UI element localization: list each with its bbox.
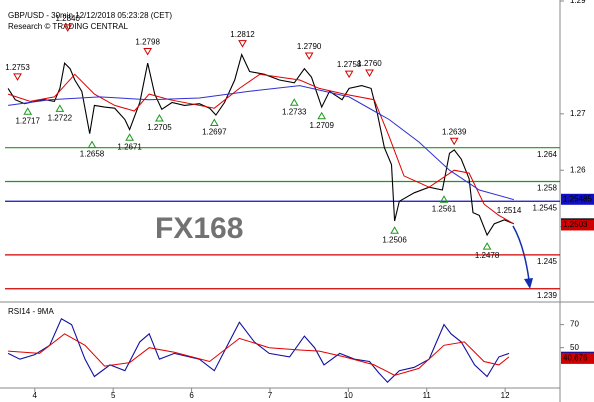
x-tick-label: 6 <box>189 391 194 400</box>
annotation-label: 1.2705 <box>147 123 172 132</box>
annotation-label: 1.2561 <box>432 204 457 213</box>
annotation-label: 1.2812 <box>230 30 255 39</box>
annotation-label: 1.2798 <box>135 38 160 47</box>
annotation-label: 1.2658 <box>80 150 105 159</box>
watermark: FX168 <box>155 212 243 245</box>
annotation-label: 1.2506 <box>382 235 407 244</box>
annotation-label: 1.2478 <box>475 251 500 260</box>
annotation-label: 1.2697 <box>202 128 227 137</box>
series-line <box>8 85 514 201</box>
level-label: 1.258 <box>537 184 558 193</box>
y-tick-label: 70 <box>570 320 579 329</box>
y-tick-label: 1.29 <box>570 0 586 5</box>
annotation-label: 1.2790 <box>297 42 322 51</box>
series-line <box>8 333 510 376</box>
trough-marker <box>317 111 327 120</box>
panel-title: RSI14 - 9MA <box>8 307 54 316</box>
level-label: 1.264 <box>537 150 558 159</box>
trough-marker <box>209 118 219 127</box>
price-tag-label: 1.2503 <box>563 220 588 229</box>
trough-marker <box>55 104 65 112</box>
trough-marker <box>155 114 164 122</box>
trough-marker <box>439 195 449 203</box>
chart-subtitle: Research © TRADING CENTRAL <box>8 22 129 31</box>
peak-marker <box>304 52 314 61</box>
peak-marker <box>63 24 73 32</box>
price-tag <box>561 219 594 231</box>
x-tick-label: 12 <box>501 391 510 400</box>
annotation-label: 1.2758 <box>337 60 362 69</box>
x-tick-label: 11 <box>423 391 432 400</box>
series-line <box>7 73 515 225</box>
x-tick-label: 7 <box>268 391 273 400</box>
annotation-label: 1.2639 <box>442 127 467 136</box>
peak-marker <box>238 40 247 48</box>
y-tick-label: 1.27 <box>570 109 586 118</box>
price-tag-label: 40.676 <box>563 354 588 363</box>
price-tag <box>561 193 594 205</box>
annotation-label: 1.2717 <box>15 116 40 125</box>
trough-marker <box>390 226 399 234</box>
forecast-arrowhead <box>524 278 533 289</box>
annotation-label: 1.2709 <box>309 121 334 130</box>
series-line <box>7 53 515 237</box>
level-label: 1.239 <box>537 291 558 300</box>
annotation-label: 1.2671 <box>117 142 142 151</box>
level-label: 1.245 <box>537 257 558 266</box>
peak-marker <box>344 70 354 79</box>
trough-marker <box>289 98 299 106</box>
x-tick-label: 5 <box>111 391 116 400</box>
series-line <box>7 318 510 383</box>
price-tag <box>561 352 594 364</box>
annotation-label: 1.2733 <box>282 107 307 116</box>
forecast-arrow <box>512 225 530 281</box>
annotation-label: 1.2722 <box>48 114 73 123</box>
level-label: 1.2545 <box>533 203 558 212</box>
annotation-label: 1.2753 <box>5 63 30 72</box>
peak-marker <box>365 69 374 77</box>
x-tick-label: 10 <box>344 391 353 400</box>
annotation-label: 1.2514 <box>497 206 522 215</box>
price-tag-label: 1.25485 <box>563 194 592 203</box>
trough-marker <box>23 107 33 115</box>
trough-marker <box>87 140 97 149</box>
peak-marker <box>13 73 22 81</box>
trough-marker <box>482 242 492 250</box>
x-tick-label: 4 <box>33 391 38 400</box>
trough-marker <box>125 133 135 141</box>
chart-title: GBP/USD - 30min 12/12/2018 05:23:28 (CET… <box>8 11 172 20</box>
y-tick-label: 50 <box>570 343 579 352</box>
annotation-label: 1.2840 <box>55 14 80 23</box>
peak-marker <box>449 137 459 146</box>
y-tick-label: 1.26 <box>570 165 586 174</box>
annotation-label: 1.2760 <box>357 59 382 68</box>
peak-marker <box>143 48 153 56</box>
